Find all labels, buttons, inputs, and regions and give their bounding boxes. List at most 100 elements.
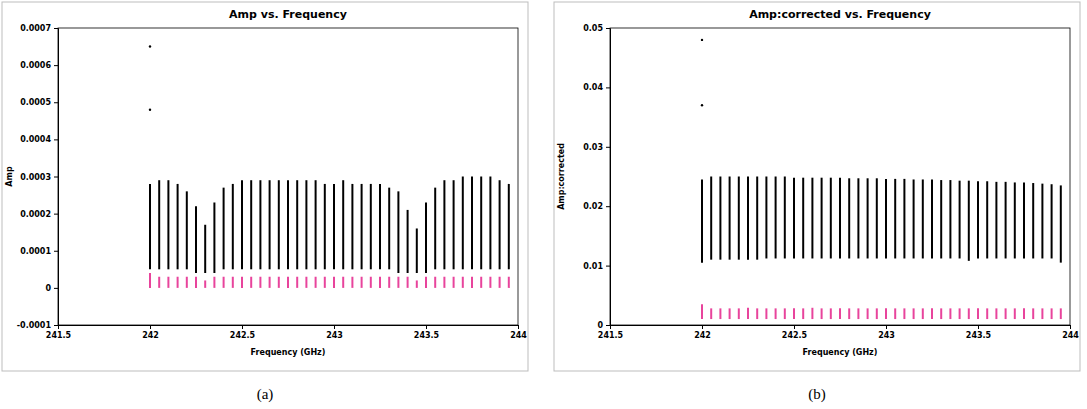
channel-range	[434, 188, 436, 270]
range-series	[150, 177, 509, 274]
point	[149, 108, 151, 110]
channel-range	[1060, 185, 1062, 262]
y-tick-mark	[54, 251, 58, 252]
y-tick-label: 0.0007	[20, 24, 51, 33]
panel-frame	[2, 2, 528, 371]
channel-range	[747, 308, 749, 319]
channel-range	[471, 177, 473, 270]
channel-range	[508, 277, 510, 288]
y-tick-label: 0.0005	[20, 98, 51, 107]
channel-range	[186, 277, 188, 288]
channel-range	[416, 280, 418, 287]
x-tick-mark	[426, 325, 427, 329]
channel-range	[867, 308, 869, 319]
y-tick-mark	[606, 147, 610, 148]
channel-range	[499, 277, 501, 288]
channel-range	[167, 277, 169, 288]
channel-range	[1041, 308, 1043, 319]
channel-range	[876, 308, 878, 319]
channel-range	[839, 308, 841, 319]
channel-range	[158, 180, 160, 269]
channel-range	[269, 180, 271, 269]
channel-range	[729, 308, 731, 319]
y-tick-label: 0.0006	[20, 61, 51, 70]
y-tick-label: 0.0001	[20, 247, 51, 256]
channel-range	[913, 308, 915, 319]
point	[701, 39, 703, 41]
x-tick-mark	[1070, 325, 1071, 329]
channel-range	[333, 277, 335, 288]
channel-range	[453, 180, 455, 269]
channel-range	[867, 178, 869, 258]
channel-range	[407, 277, 409, 288]
y-tick-label: 0.03	[583, 143, 603, 152]
channel-range	[177, 277, 179, 288]
y-tick-label: 0.0002	[20, 210, 51, 219]
channel-range	[977, 181, 979, 258]
channel-range	[756, 177, 758, 260]
channel-range	[857, 308, 859, 319]
channel-range	[793, 178, 795, 259]
channel-range	[471, 277, 473, 288]
channel-range	[278, 277, 280, 288]
channel-range	[940, 308, 942, 319]
x-axis-line	[59, 326, 519, 330]
y-tick-mark	[54, 28, 58, 29]
channel-range	[747, 177, 749, 260]
x-tick-label: 244	[510, 331, 527, 340]
channel-range	[1023, 308, 1025, 319]
y-tick-mark	[54, 288, 58, 289]
channel-range	[710, 308, 712, 319]
y-tick-mark	[606, 325, 610, 326]
channel-range	[508, 184, 510, 269]
channel-range	[1051, 184, 1053, 258]
y-tick-mark	[606, 266, 610, 267]
y-tick: 0	[45, 284, 58, 293]
channel-range	[1051, 308, 1053, 319]
channel-range	[480, 177, 482, 270]
channel-range	[802, 178, 804, 259]
x-tick-label: 242	[694, 331, 711, 340]
channel-range	[342, 277, 344, 288]
channel-range	[204, 225, 206, 273]
channel-range	[315, 180, 317, 269]
channel-range	[370, 184, 372, 269]
channel-range	[407, 210, 409, 273]
channel-range	[922, 308, 924, 319]
x-tick-label: 243.5	[966, 331, 992, 340]
y-axis: -0.000100.00010.00020.00030.00040.00050.…	[17, 24, 59, 330]
channel-range	[232, 184, 234, 269]
y-axis: 00.010.020.030.040.05	[583, 24, 610, 330]
range-series	[702, 304, 1061, 319]
x-tick: 243	[326, 325, 343, 340]
x-tick-label: 242.5	[782, 331, 808, 340]
y-tick-mark	[54, 214, 58, 215]
channel-range	[241, 180, 243, 269]
x-tick-mark	[334, 325, 335, 329]
x-tick: 244	[510, 325, 527, 340]
channel-range	[287, 180, 289, 269]
channel-range	[931, 308, 933, 319]
y-tick: -0.0001	[17, 321, 58, 330]
channel-range	[489, 177, 491, 270]
channel-range	[425, 202, 427, 273]
x-tick: 242	[694, 325, 711, 340]
channel-range	[158, 277, 160, 288]
channel-range	[324, 184, 326, 269]
y-tick-label: 0.04	[583, 83, 603, 92]
channel-range	[167, 180, 169, 269]
channel-range	[701, 179, 703, 262]
range-series	[150, 273, 509, 288]
channel-range	[977, 308, 979, 319]
channel-range	[333, 184, 335, 269]
channel-range	[830, 178, 832, 259]
channel-range	[195, 277, 197, 288]
channel-range	[232, 277, 234, 288]
channel-range	[324, 277, 326, 288]
x-axis-title: Frequency (GHz)	[251, 348, 326, 357]
channel-range	[876, 178, 878, 258]
y-tick: 0.0004	[20, 135, 58, 144]
channel-range	[499, 180, 501, 269]
channel-range	[223, 277, 225, 288]
channel-range	[388, 277, 390, 288]
